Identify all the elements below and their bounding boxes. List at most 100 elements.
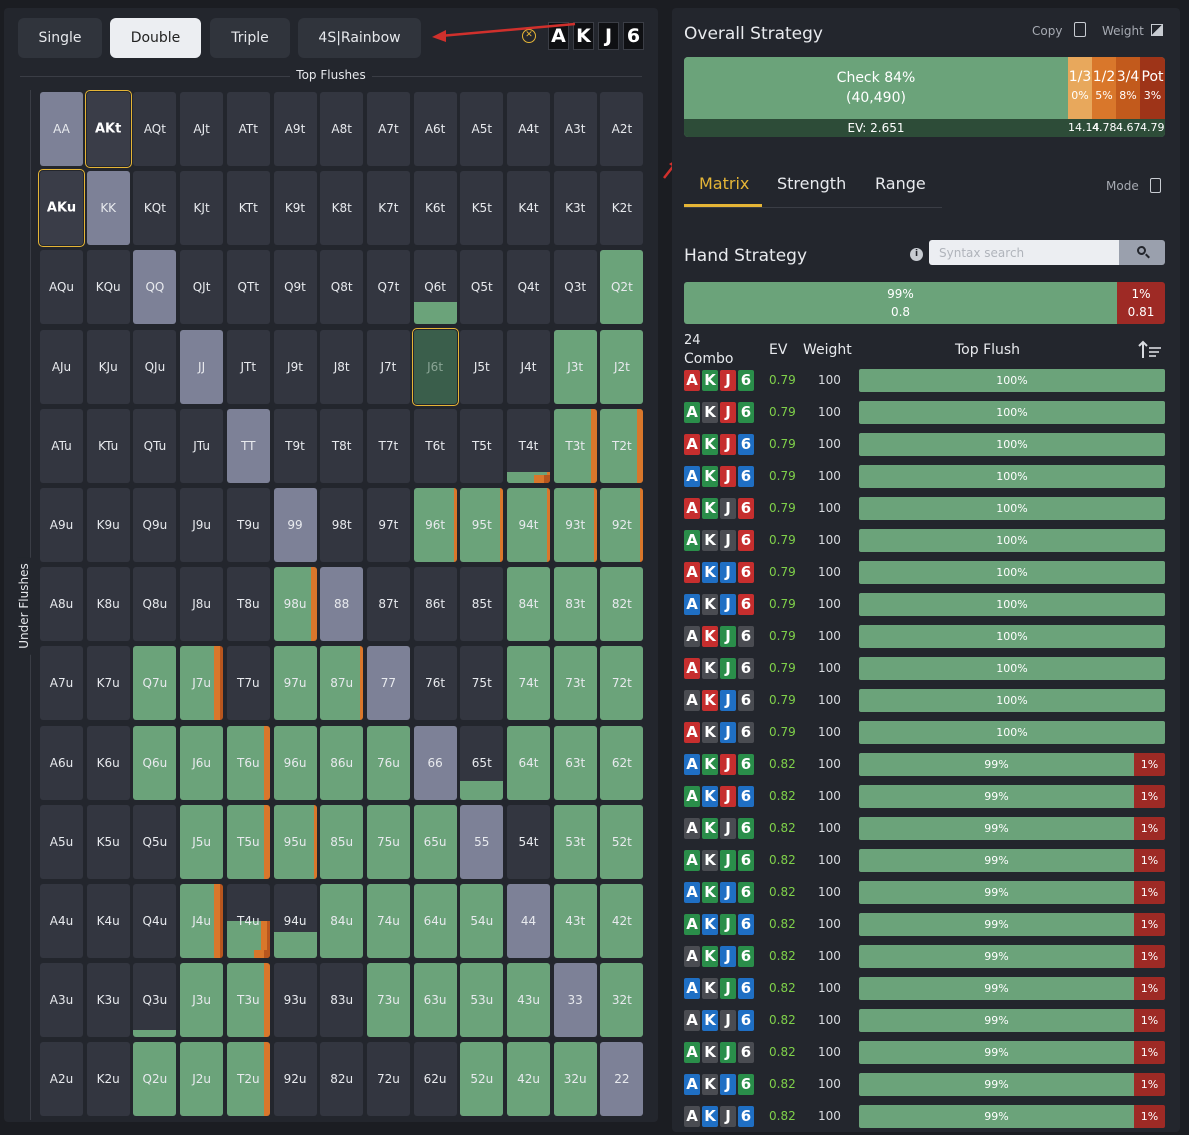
matrix-cell[interactable]: AKu	[38, 169, 85, 248]
matrix-cell[interactable]: 83t	[553, 567, 597, 642]
matrix-cell[interactable]: 66	[413, 725, 457, 800]
matrix-cell[interactable]: J2u	[180, 1042, 224, 1117]
search-button[interactable]	[1119, 240, 1165, 265]
matrix-cell[interactable]: T5u	[226, 804, 270, 879]
matrix-cell[interactable]: AJt	[180, 92, 224, 166]
matrix-cell[interactable]: J8u	[180, 567, 224, 642]
matrix-cell[interactable]: J8t	[320, 329, 364, 404]
matrix-cell[interactable]: 44	[507, 884, 550, 958]
matrix-cell[interactable]: K3t	[553, 171, 597, 246]
hand-strategy-bar[interactable]: 99% 0.8 1% 0.81	[684, 282, 1165, 324]
matrix-cell[interactable]: A8u	[40, 567, 83, 642]
table-row[interactable]: A K J 6 0.79 100 100%	[684, 369, 1165, 393]
matrix-cell[interactable]: 94t	[507, 488, 550, 562]
matrix-cell[interactable]: 76u	[366, 725, 410, 800]
table-row[interactable]: A K J 6 0.79 100 100%	[684, 561, 1165, 585]
matrix-cell[interactable]: 76t	[413, 646, 457, 721]
matrix-cell[interactable]: A2u	[40, 1042, 83, 1117]
matrix-cell[interactable]: 32t	[600, 963, 644, 1038]
matrix-cell[interactable]: A9t	[273, 92, 317, 166]
table-row[interactable]: A K J 6 0.79 100 100%	[684, 497, 1165, 521]
matrix-cell[interactable]: QTt	[226, 250, 270, 325]
bet-segment-three-quarter[interactable]: 3/4 8%	[1116, 57, 1140, 119]
matrix-cell[interactable]: J2t	[600, 329, 644, 404]
matrix-cell[interactable]: 97u	[273, 646, 317, 721]
matrix-cell[interactable]: 97t	[366, 488, 410, 562]
matrix-cell[interactable]: Q4t	[507, 250, 550, 325]
matrix-cell[interactable]: Q3u	[133, 963, 177, 1038]
matrix-cell[interactable]: KTu	[86, 408, 130, 483]
matrix-cell[interactable]: K6t	[413, 171, 457, 246]
matrix-cell[interactable]: A6u	[40, 725, 83, 800]
matrix-cell[interactable]: 62t	[600, 725, 644, 800]
matrix-cell[interactable]: 82t	[600, 567, 644, 642]
matrix-cell[interactable]: 42u	[507, 1042, 550, 1117]
matrix-cell[interactable]: A6t	[413, 92, 457, 166]
matrix-cell[interactable]: A7t	[366, 92, 410, 166]
table-row[interactable]: A K J 6 0.79 100 100%	[684, 689, 1165, 713]
matrix-cell[interactable]: 92t	[600, 488, 644, 562]
mode-triple-button[interactable]: Triple	[210, 18, 290, 58]
matrix-cell[interactable]: 98u	[273, 567, 317, 642]
bet-segment-third[interactable]: 1/3 0%	[1068, 57, 1092, 119]
matrix-cell[interactable]: T3t	[553, 408, 597, 483]
matrix-cell[interactable]: A3u	[40, 963, 83, 1038]
mode-button[interactable]: Mode	[1106, 179, 1139, 193]
matrix-cell[interactable]: KQu	[86, 250, 130, 325]
matrix-cell[interactable]: J9u	[180, 488, 224, 562]
matrix-cell[interactable]: 88	[320, 567, 364, 642]
matrix-cell[interactable]: QJt	[180, 250, 224, 325]
matrix-cell[interactable]: T7u	[226, 646, 270, 721]
weight-icon[interactable]	[1151, 24, 1163, 36]
table-row[interactable]: A K J 6 0.82 100 99% 1%	[684, 945, 1165, 969]
table-row[interactable]: A K J 6 0.79 100 100%	[684, 657, 1165, 681]
matrix-cell[interactable]: 75t	[460, 646, 504, 721]
matrix-cell[interactable]: K5t	[460, 171, 504, 246]
tab-range[interactable]: Range	[875, 174, 926, 193]
matrix-cell[interactable]: 96u	[273, 725, 317, 800]
matrix-cell[interactable]: T2t	[600, 408, 644, 483]
matrix-cell[interactable]: Q2u	[133, 1042, 177, 1117]
board-cards[interactable]: ✕ A K J 6	[522, 22, 644, 50]
matrix-cell[interactable]: 85t	[460, 567, 504, 642]
close-icon[interactable]: ✕	[522, 29, 536, 43]
matrix-cell[interactable]: 74u	[366, 884, 410, 958]
matrix-cell[interactable]: KJt	[180, 171, 224, 246]
matrix-cell[interactable]: 63t	[553, 725, 597, 800]
table-row[interactable]: A K J 6 0.82 100 99% 1%	[684, 753, 1165, 777]
matrix-cell[interactable]: T7t	[366, 408, 410, 483]
matrix-cell[interactable]: 65t	[460, 725, 504, 800]
matrix-cell[interactable]: K9u	[86, 488, 130, 562]
table-row[interactable]: A K J 6 0.82 100 99% 1%	[684, 1105, 1165, 1129]
matrix-cell[interactable]: J4u	[180, 884, 224, 958]
matrix-cell[interactable]: J6t	[411, 327, 459, 406]
matrix-cell[interactable]: ATt	[226, 92, 270, 166]
matrix-cell[interactable]: 93t	[553, 488, 597, 562]
table-row[interactable]: A K J 6 0.82 100 99% 1%	[684, 913, 1165, 937]
table-row[interactable]: A K J 6 0.79 100 100%	[684, 433, 1165, 457]
matrix-cell[interactable]: K4u	[86, 884, 130, 958]
mode-single-button[interactable]: Single	[18, 18, 102, 58]
matrix-cell[interactable]: Q3t	[553, 250, 597, 325]
matrix-cell[interactable]: 98t	[320, 488, 364, 562]
matrix-cell[interactable]: 22	[600, 1042, 644, 1117]
matrix-cell[interactable]: T3u	[226, 963, 270, 1038]
matrix-cell[interactable]: J9t	[273, 329, 317, 404]
matrix-cell[interactable]: 54u	[460, 884, 504, 958]
check-segment[interactable]: Check 84% (40,490)	[684, 57, 1068, 119]
matrix-cell[interactable]: K2t	[600, 171, 644, 246]
table-row[interactable]: A K J 6 0.79 100 100%	[684, 465, 1165, 489]
matrix-cell[interactable]: 99	[273, 488, 317, 562]
matrix-cell[interactable]: 64u	[413, 884, 457, 958]
matrix-cell[interactable]: AA	[40, 92, 83, 166]
matrix-cell[interactable]: QTu	[133, 408, 177, 483]
matrix-cell[interactable]: Q6u	[133, 725, 177, 800]
matrix-cell[interactable]: J6u	[180, 725, 224, 800]
table-row[interactable]: A K J 6 0.82 100 99% 1%	[684, 977, 1165, 1001]
matrix-cell[interactable]: 85u	[320, 804, 364, 879]
matrix-cell[interactable]: Q5t	[460, 250, 504, 325]
matrix-cell[interactable]: J3t	[553, 329, 597, 404]
matrix-cell[interactable]: T8u	[226, 567, 270, 642]
matrix-cell[interactable]: A4t	[507, 92, 550, 166]
table-row[interactable]: A K J 6 0.82 100 99% 1%	[684, 1009, 1165, 1033]
